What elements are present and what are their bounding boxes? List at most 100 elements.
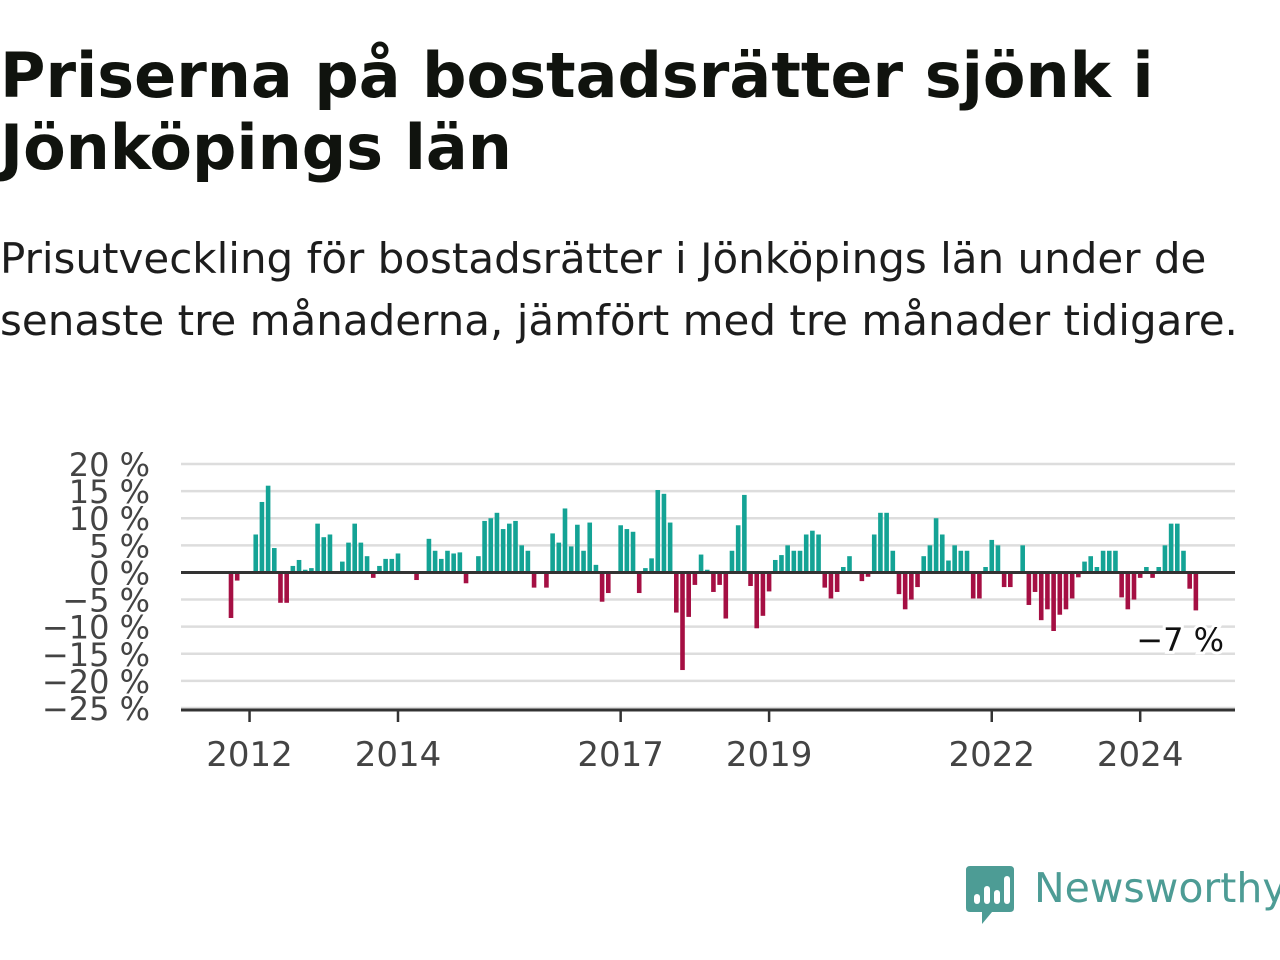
bar <box>760 572 766 616</box>
bar <box>896 572 902 595</box>
bar <box>1051 572 1056 631</box>
bar <box>599 572 605 602</box>
bar <box>847 556 852 573</box>
bar <box>358 542 364 573</box>
bar <box>698 554 704 573</box>
bar <box>494 512 500 573</box>
bar <box>766 572 772 592</box>
bar <box>643 568 648 573</box>
bar <box>791 550 797 573</box>
bar <box>902 572 908 610</box>
y-tick-label: −20 % <box>42 663 150 701</box>
bar <box>841 567 846 573</box>
bar <box>352 523 357 573</box>
bar <box>779 555 784 573</box>
bar <box>581 550 586 573</box>
bar <box>507 523 512 573</box>
bar <box>890 550 896 573</box>
bar <box>785 545 790 573</box>
y-tick-label: −25 % <box>42 690 150 728</box>
bar <box>1137 572 1143 578</box>
bar <box>593 564 599 573</box>
bar <box>915 572 920 588</box>
bar <box>544 572 549 588</box>
bar <box>1045 572 1050 610</box>
bar <box>1001 572 1007 588</box>
bar <box>272 548 277 573</box>
bar <box>340 561 345 573</box>
bar <box>772 559 778 573</box>
bar <box>1175 523 1180 573</box>
x-axis-labels: 2012 2014 2017 2019 2022 2024 <box>206 735 1183 775</box>
x-tick-label: 2022 <box>948 735 1035 775</box>
annotations: −7 % <box>1133 618 1227 662</box>
bar <box>1125 572 1131 610</box>
bar <box>321 537 327 573</box>
chart-title: Priserna på bostadsrätter sjönk i Jönköp… <box>0 39 1154 184</box>
bar <box>723 572 729 619</box>
bar <box>803 534 809 573</box>
bar <box>927 545 933 573</box>
y-tick-label: 0 % <box>89 554 150 592</box>
bar <box>630 531 636 573</box>
bar <box>445 550 450 573</box>
bar <box>655 490 661 573</box>
bar <box>1057 572 1063 615</box>
bar <box>284 572 289 603</box>
bar-chart: 20 %15 %10 %5 %0 %−5 %−10 %−15 %−20 %−25… <box>42 446 1235 775</box>
bar <box>370 572 376 578</box>
bar <box>1082 561 1087 573</box>
bar <box>228 572 234 618</box>
bar <box>748 572 753 586</box>
bar <box>296 559 302 573</box>
bar <box>995 545 1001 573</box>
bar <box>1094 567 1100 573</box>
bar <box>1100 550 1106 573</box>
x-axis <box>181 708 1235 722</box>
bar <box>451 553 456 573</box>
bar <box>933 518 939 573</box>
bar <box>618 525 623 573</box>
bar <box>649 558 654 573</box>
bar <box>278 572 283 603</box>
bar <box>859 572 865 582</box>
bar <box>432 550 438 573</box>
bar <box>587 522 593 573</box>
bar <box>265 485 271 573</box>
y-tick-label: −5 % <box>62 582 150 620</box>
bar <box>1032 572 1038 592</box>
bar <box>1063 572 1069 610</box>
bar <box>1008 572 1013 588</box>
bar <box>457 552 463 573</box>
bar <box>797 550 803 573</box>
bar <box>871 534 877 573</box>
bar <box>463 572 469 584</box>
gridlines <box>181 462 1235 710</box>
bar <box>1026 572 1032 605</box>
bar <box>1162 545 1168 573</box>
x-tick-label: 2014 <box>355 735 442 775</box>
bar <box>1038 572 1044 621</box>
bar <box>735 525 741 573</box>
bar <box>977 572 982 599</box>
x-tick-label: 2017 <box>577 735 664 775</box>
bar <box>550 533 555 573</box>
bar <box>253 534 259 573</box>
bar <box>513 520 518 573</box>
bar <box>865 572 871 577</box>
bar <box>476 556 481 573</box>
y-tick-label: 15 % <box>69 473 150 511</box>
bar <box>667 522 673 573</box>
bar <box>717 572 722 585</box>
bar <box>828 572 834 599</box>
bar <box>327 534 333 573</box>
bar <box>921 556 927 573</box>
bar <box>1187 572 1192 589</box>
bar <box>488 518 494 573</box>
bar <box>878 512 883 573</box>
bar <box>958 550 964 573</box>
bar <box>884 512 889 573</box>
bar <box>816 534 821 573</box>
bar <box>661 493 667 573</box>
bar <box>970 572 976 599</box>
